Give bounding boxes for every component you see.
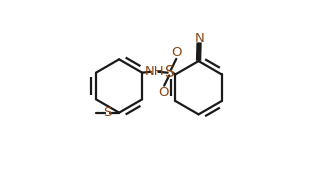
Text: NH: NH [145, 65, 164, 78]
Text: N: N [195, 31, 204, 45]
Text: S: S [103, 106, 112, 119]
Text: S: S [165, 65, 175, 80]
Text: O: O [172, 46, 182, 58]
Text: O: O [158, 86, 169, 99]
